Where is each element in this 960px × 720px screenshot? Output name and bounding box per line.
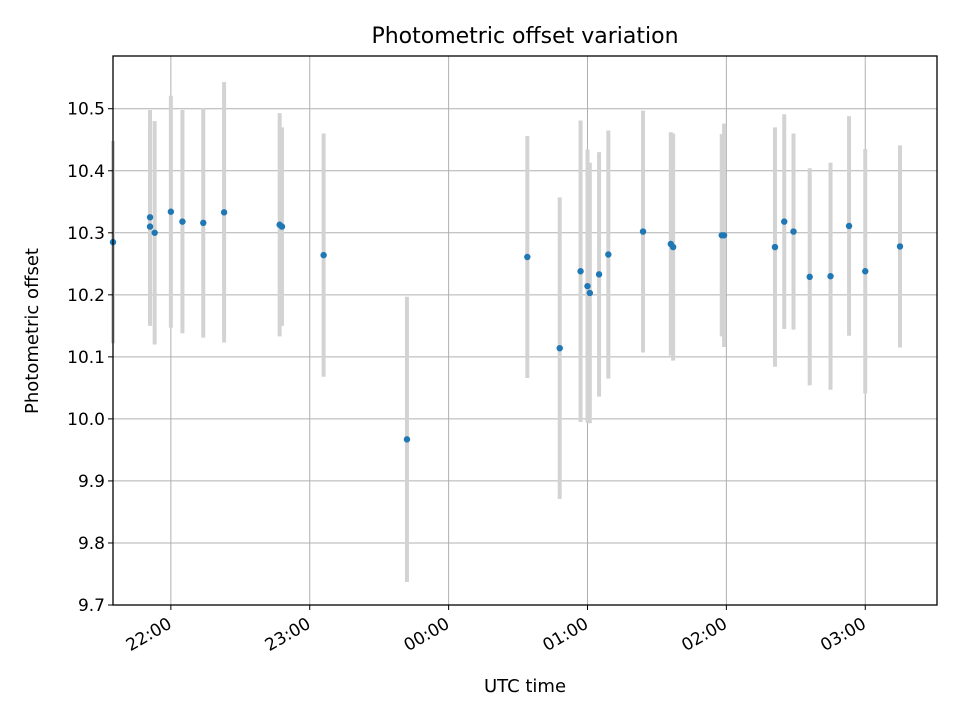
data-point: [556, 344, 563, 352]
y-tick-label: 10.3: [67, 224, 105, 244]
data-point: [146, 214, 154, 221]
data-point: [669, 243, 677, 251]
data-point: [845, 222, 853, 230]
data-point: [584, 282, 591, 290]
x-axis-label: UTC time: [484, 676, 566, 697]
data-point: [605, 251, 612, 258]
data-point: [827, 273, 834, 280]
data-point: [403, 436, 411, 443]
data-point: [146, 223, 154, 230]
data-point: [524, 253, 531, 261]
data-point: [896, 243, 904, 250]
data-point: [179, 218, 186, 225]
data-point: [806, 273, 813, 281]
y-tick-label: 10.5: [67, 100, 105, 120]
data-point: [200, 219, 207, 227]
data-point: [167, 208, 175, 215]
data-point: [862, 268, 869, 275]
chart-title: Photometric offset variation: [371, 24, 678, 49]
y-tick-label: 10.2: [67, 286, 105, 306]
data-points: [109, 208, 904, 443]
plot-area-frame: [112, 55, 938, 606]
data-point: [771, 243, 779, 251]
y-tick-label: 9.8: [78, 534, 105, 554]
data-point: [790, 228, 797, 235]
data-point: [220, 209, 228, 216]
data-point: [639, 228, 647, 235]
y-axis-label: Photometric offset: [22, 248, 43, 414]
y-tick-label: 10.4: [67, 162, 105, 182]
y-tick-label: 9.7: [78, 596, 105, 616]
y-tick-label: 9.9: [78, 472, 105, 492]
data-point: [320, 251, 327, 259]
data-point: [151, 229, 158, 236]
data-point: [278, 223, 286, 230]
y-axis-ticks: 9.7 9.8 9.9 10.0 10.1 10.2 10.3 10.4 10.5: [67, 100, 113, 616]
y-tick-label: 10.1: [67, 348, 105, 368]
data-point: [577, 268, 584, 275]
data-point: [586, 289, 594, 297]
data-point: [595, 271, 603, 278]
y-tick-label: 10.0: [67, 410, 105, 430]
data-point: [781, 218, 788, 225]
data-point: [720, 232, 728, 239]
